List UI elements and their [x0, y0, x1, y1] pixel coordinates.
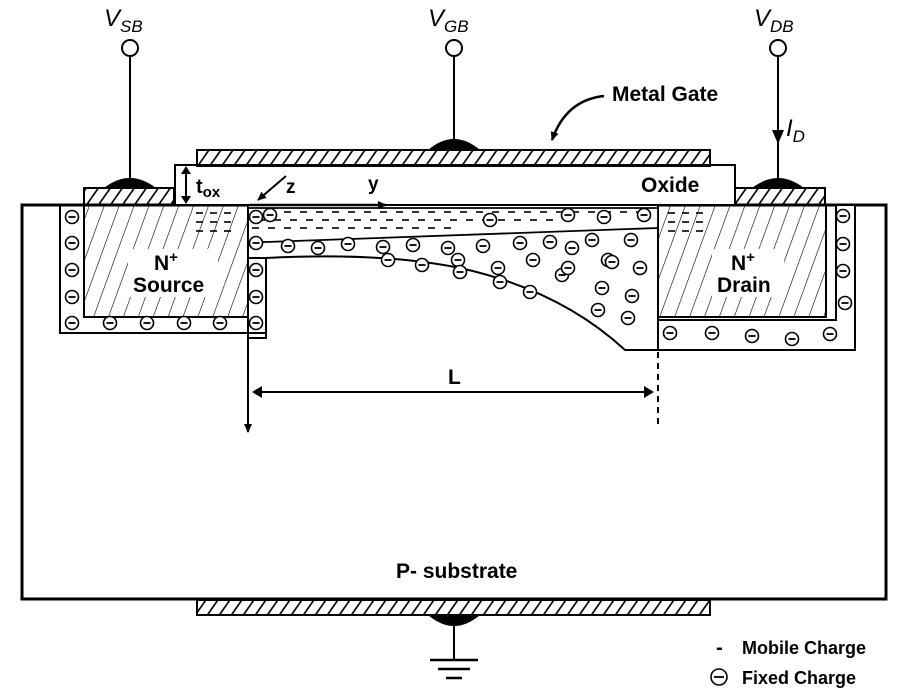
fixed-charge-symbol — [632, 260, 648, 276]
fixed-charge-symbol — [375, 239, 391, 255]
fixed-charge-symbol — [64, 235, 80, 251]
body-contact-blob — [428, 615, 480, 626]
fixed-charge-symbol — [835, 208, 851, 224]
legend-mobile-label: Mobile Charge — [742, 638, 866, 658]
fixed-charge-symbol — [822, 326, 838, 342]
fixed-charge-symbol — [492, 274, 508, 290]
fixed-charge-symbol — [139, 315, 155, 331]
fixed-charge-symbol — [248, 289, 264, 305]
fixed-charge-symbol — [64, 262, 80, 278]
fixed-charge-symbol — [64, 315, 80, 331]
gate-terminal — [445, 39, 463, 57]
drain-current-arrow — [772, 130, 784, 144]
metal-gate-label: Metal Gate — [612, 83, 718, 106]
substrate-label: P- substrate — [396, 560, 517, 583]
fixed-charge-symbol — [490, 260, 506, 276]
drain-contact-metal — [734, 187, 826, 206]
fixed-charge-symbol — [594, 280, 610, 296]
body-contact-metal — [196, 599, 711, 616]
fixed-charge-symbol — [623, 232, 639, 248]
source-voltage-label: VSB — [104, 5, 143, 36]
legend-mobile-symbol: - — [716, 637, 723, 659]
fixed-charge-symbol — [450, 252, 466, 268]
fixed-charge-symbol — [596, 209, 612, 225]
fixed-charge-symbol — [522, 284, 538, 300]
fixed-charge-symbol — [340, 236, 356, 252]
source-label-backdrop — [128, 249, 218, 297]
fixed-charge-symbol — [248, 262, 264, 278]
fixed-charge-symbol — [620, 310, 636, 326]
fixed-charge-symbol — [64, 289, 80, 305]
fixed-charge-symbol — [584, 232, 600, 248]
fixed-charge-symbol — [604, 254, 620, 270]
fixed-charge-symbol — [440, 240, 456, 256]
fixed-charge-symbol — [482, 212, 498, 228]
fixed-charge-symbol — [835, 263, 851, 279]
oxide-label: Oxide — [641, 174, 699, 197]
drain-voltage-label: VDB — [754, 5, 794, 36]
fixed-charge-symbol — [102, 315, 118, 331]
fixed-charge-symbol — [636, 207, 652, 223]
drain-terminal — [769, 39, 787, 57]
source-contact-metal — [83, 187, 175, 206]
metal-gate — [196, 149, 711, 167]
metal-gate-pointer — [550, 94, 605, 141]
length-arrow-left — [252, 386, 262, 398]
fixed-charge-symbol — [704, 325, 720, 341]
fixed-charge-symbol — [560, 207, 576, 223]
fixed-charge-symbol — [542, 234, 558, 250]
source-label: Source — [133, 274, 204, 297]
fixed-charge-symbol — [248, 209, 264, 225]
z-axis-label: z — [286, 177, 296, 198]
fixed-charge-symbol — [525, 252, 541, 268]
length-arrow-right — [644, 386, 654, 398]
mobile-charges-group — [196, 211, 703, 232]
drain-label: Drain — [717, 274, 771, 297]
y-axis-label: y — [368, 174, 379, 195]
fixed-charge-symbol — [512, 235, 528, 251]
legend-fixed-label: Fixed Charge — [742, 668, 856, 688]
drain-label-backdrop — [712, 249, 784, 297]
fixed-charge-symbol — [564, 240, 580, 256]
fixed-charge-symbol — [662, 325, 678, 341]
fixed-charge-symbol — [380, 252, 396, 268]
tox-arrow-top — [181, 166, 191, 174]
source-terminal — [121, 39, 139, 57]
tox-arrow-bottom — [181, 196, 191, 204]
fixed-charge-symbol — [784, 331, 800, 347]
fixed-charges-group — [64, 207, 853, 347]
legend-fixed-charge-icon — [710, 668, 728, 686]
fixed-charge-symbol — [590, 302, 606, 318]
fixed-charge-symbol — [835, 236, 851, 252]
fixed-charge-symbol — [837, 295, 853, 311]
fixed-charge-symbol — [310, 240, 326, 256]
fixed-charge-symbol — [560, 260, 576, 276]
channel-length-label: L — [448, 366, 461, 389]
gate-contact-blob — [428, 139, 480, 150]
fixed-charge-symbol — [248, 315, 264, 331]
fixed-charge-symbol — [176, 315, 192, 331]
source-contact-blob — [104, 178, 156, 188]
drain-contact-blob — [752, 178, 804, 188]
drain-current-label: ID — [786, 115, 805, 146]
source-n-plus-label: N+ — [154, 249, 178, 275]
drain-n-plus-label: N+ — [731, 249, 755, 275]
fixed-charge-symbol — [262, 207, 278, 223]
fixed-charge-symbol — [64, 209, 80, 225]
fixed-charge-symbol — [248, 235, 264, 251]
fixed-charge-symbol — [475, 238, 491, 254]
z-axis-arrow — [257, 175, 287, 201]
fixed-charge-symbol — [624, 288, 640, 304]
fixed-charge-symbol — [744, 328, 760, 344]
oxide-layer — [174, 164, 736, 206]
fixed-charge-symbol — [405, 237, 421, 253]
fixed-charge-symbol — [414, 257, 430, 273]
gate-voltage-label: VGB — [428, 5, 469, 36]
fixed-charge-symbol — [212, 315, 228, 331]
tox-label: tox — [196, 176, 221, 201]
fixed-charge-symbol — [452, 264, 468, 280]
fixed-charge-symbol — [280, 238, 296, 254]
